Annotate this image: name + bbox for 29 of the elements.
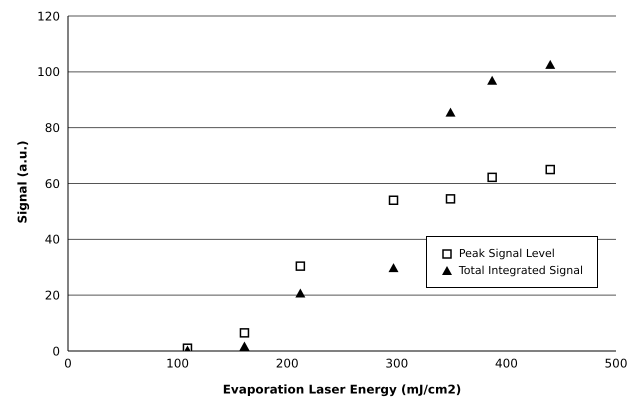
point xyxy=(240,328,250,338)
legend-label: Peak Signal Level xyxy=(458,247,555,260)
point xyxy=(487,172,497,182)
y-tick-label: 0 xyxy=(52,344,60,358)
y-axis-title: Signal (a.u.) xyxy=(15,140,30,224)
x-tick-label: 100 xyxy=(166,356,190,371)
y-tick-label: 40 xyxy=(44,232,60,247)
x-tick-label: 0 xyxy=(64,356,72,371)
y-tick-label: 120 xyxy=(37,9,60,24)
x-tick-label: 200 xyxy=(276,356,299,371)
y-tick-label: 20 xyxy=(44,288,60,302)
point xyxy=(388,263,399,272)
y-tick-label: 80 xyxy=(44,120,60,135)
point xyxy=(545,164,555,174)
y-tick-label: 60 xyxy=(44,176,60,191)
x-tick-label: 500 xyxy=(604,356,628,371)
y-tick-label: 100 xyxy=(37,65,60,80)
legend-label: Total Integrated Signal xyxy=(458,264,583,277)
point xyxy=(388,196,398,205)
point xyxy=(239,342,250,351)
point xyxy=(295,288,306,298)
x-axis-title: Evaporation Laser Energy (mJ/cm2) xyxy=(222,382,462,397)
point xyxy=(487,76,498,85)
point xyxy=(545,60,556,69)
point xyxy=(446,194,456,204)
point xyxy=(446,108,456,117)
point xyxy=(296,261,306,271)
x-tick-label: 300 xyxy=(385,356,408,371)
x-tick-label: 400 xyxy=(494,356,518,371)
